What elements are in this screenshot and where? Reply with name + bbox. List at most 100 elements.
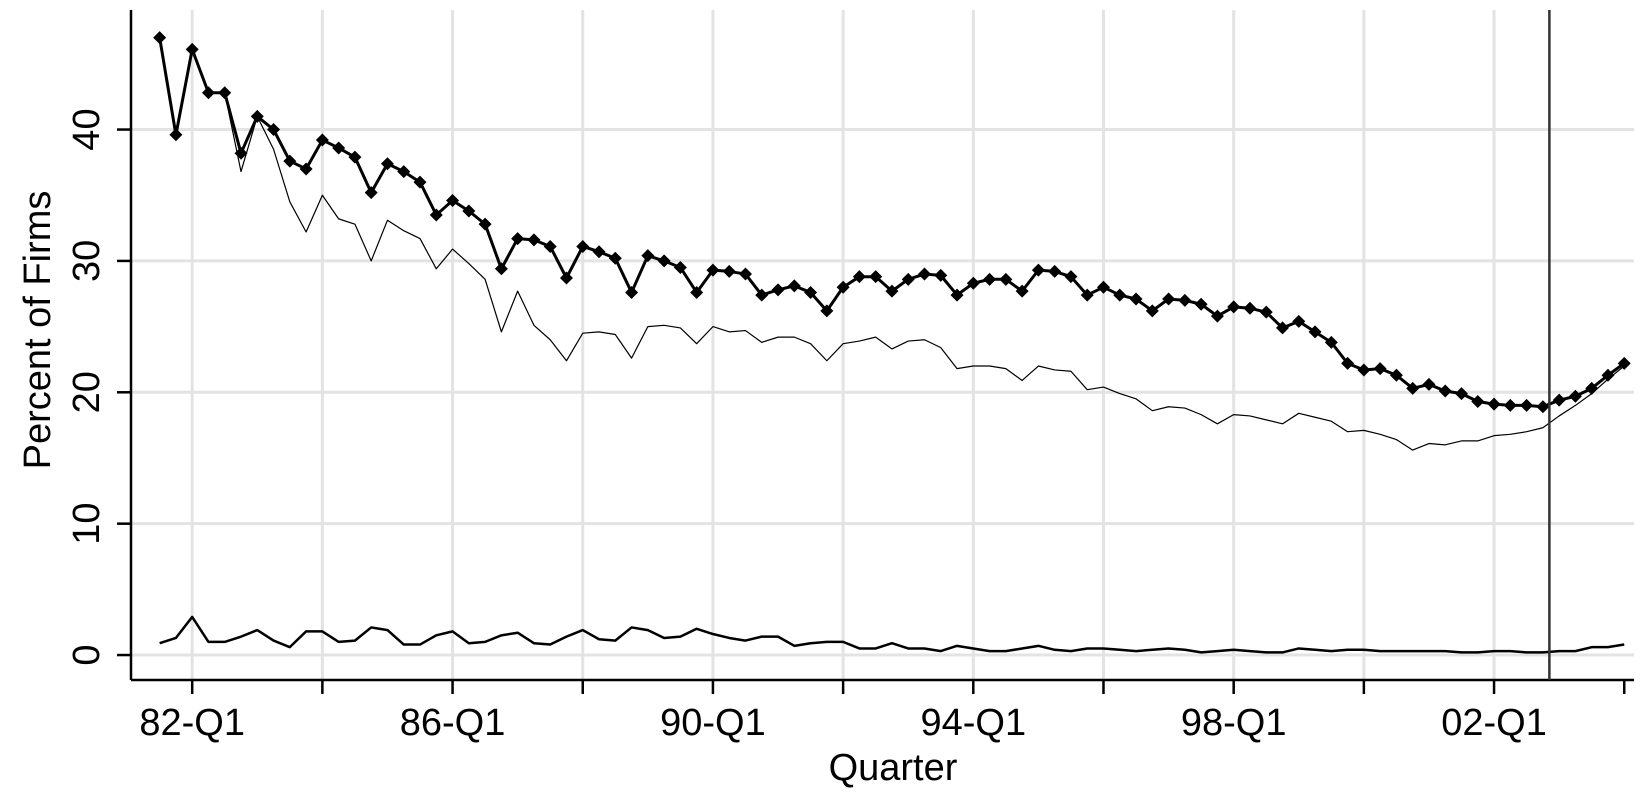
marker — [446, 193, 460, 207]
marker — [1048, 264, 1062, 278]
marker — [185, 42, 199, 56]
marker — [1455, 387, 1469, 401]
marker — [250, 109, 264, 123]
marker — [462, 204, 476, 218]
marker — [1601, 368, 1615, 382]
marker — [1162, 292, 1176, 306]
marker — [1422, 377, 1436, 391]
marker — [706, 263, 720, 277]
marker — [1194, 297, 1208, 311]
marker — [1227, 300, 1241, 314]
marker — [153, 31, 167, 45]
marker — [364, 186, 378, 200]
marker — [543, 239, 557, 253]
marker — [1064, 270, 1078, 284]
x-tick-label: 90-Q1 — [660, 702, 766, 744]
marker — [673, 260, 687, 274]
marker — [1178, 293, 1192, 307]
marker — [722, 264, 736, 278]
marker — [1210, 309, 1224, 323]
marker — [234, 146, 248, 160]
marker — [787, 279, 801, 293]
y-axis-label: Percent of Firms — [17, 191, 59, 470]
marker — [1471, 394, 1485, 408]
marker — [1275, 321, 1289, 335]
marker — [1341, 356, 1355, 370]
marker — [283, 154, 297, 168]
marker — [1373, 362, 1387, 376]
series-line — [159, 37, 1625, 451]
marker — [169, 128, 183, 142]
marker — [934, 268, 948, 282]
marker — [690, 285, 704, 299]
marker — [1389, 368, 1403, 382]
x-axis-label: Quarter — [829, 747, 958, 789]
marker — [1552, 393, 1566, 407]
marker — [559, 271, 573, 285]
marker — [917, 267, 931, 281]
marker — [218, 86, 232, 100]
x-tick-label: 94-Q1 — [920, 702, 1026, 744]
y-tick-label: 40 — [66, 108, 108, 150]
marker — [397, 165, 411, 179]
x-tick-label: 86-Q1 — [400, 702, 506, 744]
marker — [999, 272, 1013, 286]
marker — [429, 208, 443, 222]
marker — [380, 157, 394, 171]
marker — [1406, 381, 1420, 395]
marker — [966, 276, 980, 290]
series-line — [159, 615, 1625, 654]
marker — [201, 86, 215, 100]
marker — [1357, 363, 1371, 377]
x-tick-label: 02-Q1 — [1441, 702, 1547, 744]
marker — [592, 245, 606, 259]
marker — [1015, 284, 1029, 298]
marker — [1292, 314, 1306, 328]
y-tick-label: 0 — [66, 644, 108, 665]
marker — [315, 133, 329, 147]
marker — [511, 232, 525, 246]
x-tick-label: 98-Q1 — [1181, 702, 1287, 744]
marker — [1520, 398, 1534, 412]
marker — [804, 285, 818, 299]
marker — [1568, 389, 1582, 403]
marker — [1617, 356, 1631, 370]
marker — [478, 217, 492, 231]
marker — [869, 270, 883, 284]
marker — [1113, 288, 1127, 302]
marker — [1324, 335, 1338, 349]
marker — [267, 123, 281, 137]
marker — [608, 251, 622, 265]
marker — [1129, 292, 1143, 306]
marker — [348, 150, 362, 164]
marker — [299, 162, 313, 176]
marker — [1096, 280, 1110, 294]
marker — [771, 283, 785, 297]
marker — [1585, 381, 1599, 395]
marker — [852, 270, 866, 284]
marker — [901, 272, 915, 286]
x-tick-label: 82-Q1 — [139, 702, 245, 744]
marker — [1080, 288, 1094, 302]
marker — [1243, 301, 1257, 315]
marker — [576, 239, 590, 253]
marker — [332, 141, 346, 155]
marker — [413, 175, 427, 189]
marker — [1308, 325, 1322, 339]
marker — [657, 254, 671, 268]
marker — [755, 288, 769, 302]
marker — [527, 233, 541, 247]
marker — [1145, 304, 1159, 318]
y-tick-label: 10 — [66, 503, 108, 545]
marker — [983, 272, 997, 286]
marker — [1503, 398, 1517, 412]
marker — [738, 267, 752, 281]
marker — [885, 284, 899, 298]
series-line — [158, 37, 1626, 409]
marker — [494, 262, 508, 276]
marker — [1487, 397, 1501, 411]
marker — [1259, 305, 1273, 319]
y-tick-label: 20 — [66, 371, 108, 413]
marker — [1438, 384, 1452, 398]
